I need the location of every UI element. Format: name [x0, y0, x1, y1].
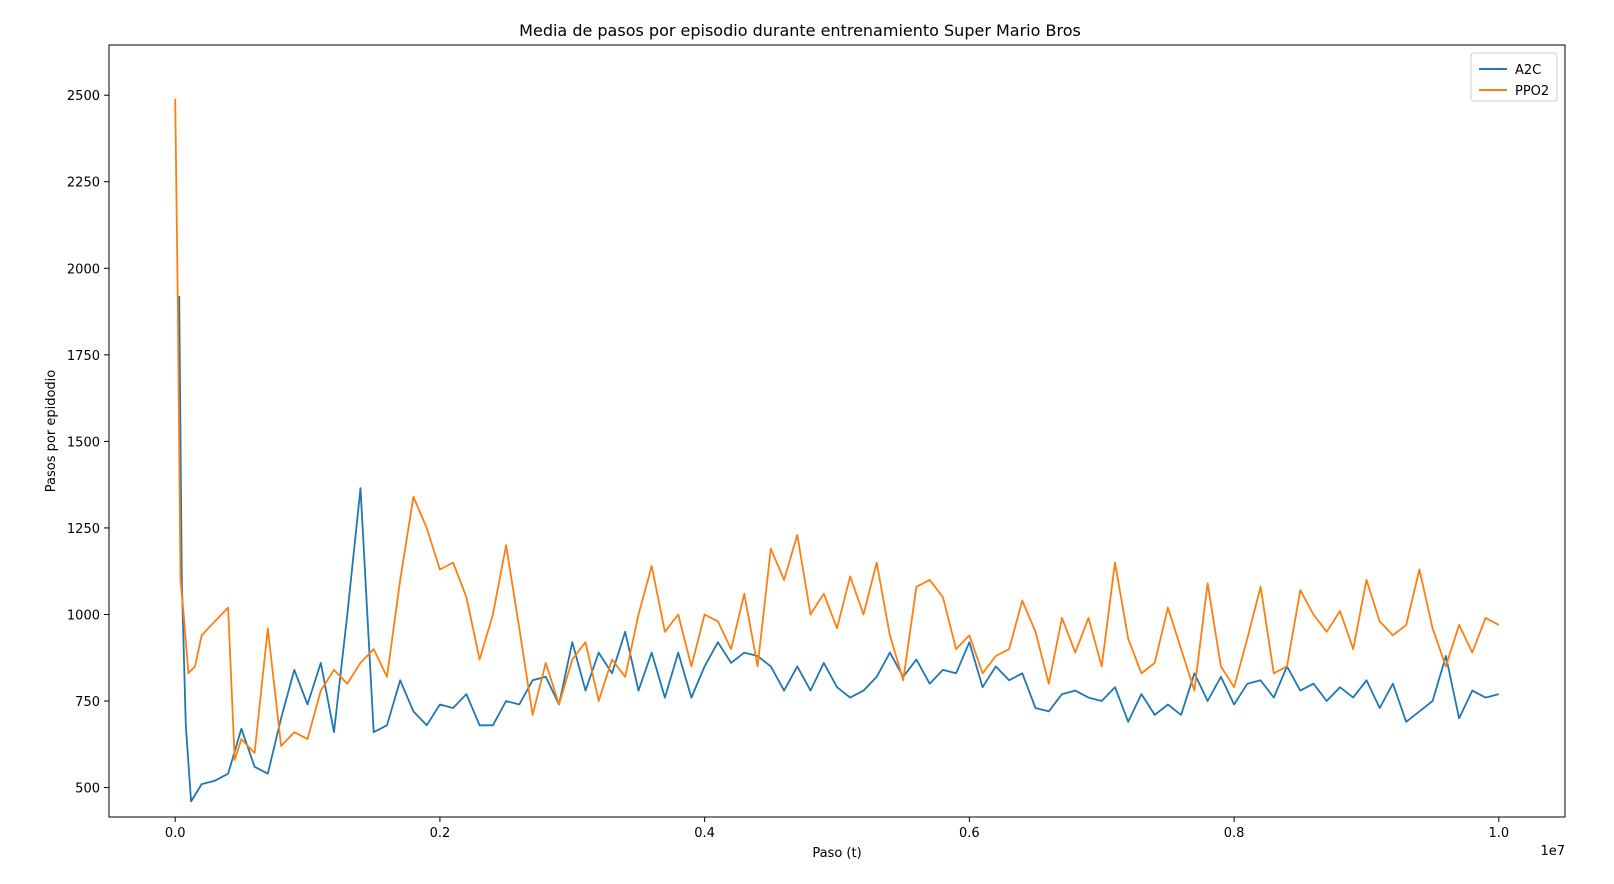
x-tick-label: 0.6 — [959, 826, 980, 841]
x-tick-label: 0.4 — [694, 826, 715, 841]
y-tick-label: 1000 — [67, 608, 100, 623]
y-tick-label: 1500 — [67, 435, 100, 450]
y-tick-label: 750 — [75, 695, 100, 710]
y-axis: 500 750 1000 1250 1500 1750 2000 2250 2500 — [67, 89, 109, 797]
x-tick-label: 0.8 — [1224, 826, 1245, 841]
y-tick-label: 1750 — [67, 349, 100, 364]
plot-frame — [108, 44, 1566, 818]
series-line-a2c — [178, 295, 1500, 803]
x-tick-label: 0.0 — [165, 826, 186, 841]
plot-area — [108, 44, 1566, 818]
y-tick-label: 2250 — [67, 176, 100, 191]
y-tick-label: 1250 — [67, 522, 100, 537]
x-tick-label: 0.2 — [430, 826, 451, 841]
y-tick-label: 2500 — [67, 89, 100, 104]
x-tick-label: 1.0 — [1488, 826, 1509, 841]
legend: A2C PPO2 — [1470, 52, 1558, 102]
x-axis-offset-label: 1e7 — [1540, 844, 1565, 859]
legend-label: PPO2 — [1515, 84, 1549, 99]
series-line-ppo2 — [174, 98, 1500, 761]
y-tick-label: 2000 — [67, 262, 100, 277]
x-axis: 0.0 0.2 0.4 0.6 0.8 1.0 — [165, 817, 1509, 841]
chart-title: Media de pasos por episodio durante entr… — [519, 21, 1081, 40]
y-tick-label: 500 — [75, 782, 100, 797]
y-axis-label: Pasos por epidodio — [44, 370, 59, 492]
legend-label: A2C — [1515, 63, 1541, 78]
series-layer — [174, 98, 1500, 803]
x-axis-label: Paso (t) — [812, 846, 861, 861]
